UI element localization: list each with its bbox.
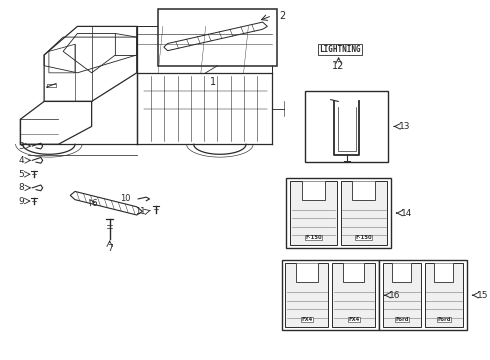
Text: LIGHTNING: LIGHTNING xyxy=(319,45,361,54)
Bar xyxy=(305,91,389,162)
Text: 8: 8 xyxy=(19,183,24,192)
Text: 10: 10 xyxy=(120,194,130,203)
Bar xyxy=(383,263,421,327)
Bar xyxy=(425,263,463,327)
Polygon shape xyxy=(302,181,325,200)
Polygon shape xyxy=(434,263,453,282)
Bar xyxy=(332,263,375,327)
Text: 4: 4 xyxy=(19,156,24,165)
Polygon shape xyxy=(296,263,318,282)
Bar xyxy=(285,263,328,327)
Text: 14: 14 xyxy=(401,208,413,217)
Text: 9: 9 xyxy=(19,197,24,206)
Text: 12: 12 xyxy=(332,61,345,71)
Text: F·150: F·150 xyxy=(355,235,372,240)
Text: 13: 13 xyxy=(399,122,411,131)
Polygon shape xyxy=(352,181,375,200)
Text: F·150: F·150 xyxy=(305,235,322,240)
Text: FX4: FX4 xyxy=(348,317,359,322)
Text: 11: 11 xyxy=(135,207,146,216)
Polygon shape xyxy=(392,263,412,282)
Bar xyxy=(379,260,467,330)
Text: 1: 1 xyxy=(210,77,217,87)
Text: 16: 16 xyxy=(390,291,401,300)
Bar xyxy=(290,181,337,245)
Text: Ford: Ford xyxy=(395,317,409,322)
Bar xyxy=(282,260,379,330)
Bar xyxy=(158,9,277,66)
Bar xyxy=(286,178,391,248)
Text: 15: 15 xyxy=(477,291,489,300)
Text: 7: 7 xyxy=(107,244,113,253)
Text: 3: 3 xyxy=(19,141,24,150)
Text: 2: 2 xyxy=(279,11,286,21)
Text: FX4: FX4 xyxy=(301,317,313,322)
Bar xyxy=(341,181,387,245)
Polygon shape xyxy=(343,263,365,282)
Text: 6: 6 xyxy=(91,199,97,208)
Text: Ford: Ford xyxy=(437,317,451,322)
Text: 5: 5 xyxy=(19,170,24,179)
